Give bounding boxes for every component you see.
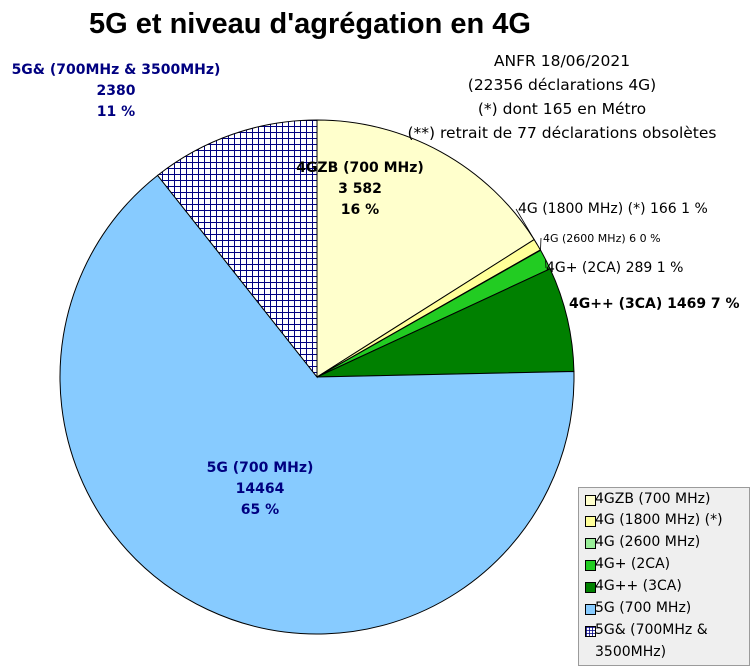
legend-swatch — [585, 626, 596, 637]
pie-slice-5g-700-mhz — [59, 174, 575, 635]
legend-swatch — [585, 516, 596, 527]
legend-swatch — [585, 495, 596, 506]
pie-slice-4gzb-700-mhz — [316, 119, 535, 378]
subtitle-line: (**) retrait de 77 déclarations obsolète… — [407, 124, 717, 142]
data-label-5g-amp: 5G& (700MHz & 3500MHz) 2380 11 % — [11, 62, 221, 120]
subtitle-line: (*) dont 165 en Métro — [477, 100, 647, 118]
chart-subtitle: ANFR 18/06/2021 (22356 déclarations 4G) … — [382, 49, 742, 145]
subtitle-line: (22356 déclarations 4G) — [467, 76, 657, 94]
legend-swatch — [585, 560, 596, 571]
data-label-4g-2600: 4G (2600 MHz) 6 0 % — [543, 232, 661, 245]
chart-legend: 4GZB (700 MHz) 4G (1800 MHz) (*) 4G (260… — [578, 487, 750, 666]
leader-line — [545, 259, 547, 269]
data-label-4g-plus: 4G+ (2CA) 289 1 % — [546, 260, 684, 276]
data-label-4gzb: 4GZB (700 MHz) 3 582 16 % — [296, 160, 424, 218]
legend-swatch — [585, 538, 596, 549]
subtitle-line: ANFR 18/06/2021 — [493, 52, 631, 70]
data-label-4g-plusplus: 4G++ (3CA) 1469 7 % — [569, 296, 740, 312]
leader-line — [515, 208, 538, 245]
pie-slice-5g-700mhz-3500mhz — [156, 119, 318, 379]
data-label-4g-1800: 4G (1800 MHz) (*) 166 1 % — [518, 201, 708, 217]
chart-title: 5G et niveau d'agrégation en 4G — [88, 8, 531, 40]
legend-swatch — [585, 582, 596, 593]
legend-swatch — [585, 604, 596, 615]
data-label-5g-700: 5G (700 MHz) 14464 65 % — [206, 460, 314, 518]
leader-line — [540, 237, 542, 251]
